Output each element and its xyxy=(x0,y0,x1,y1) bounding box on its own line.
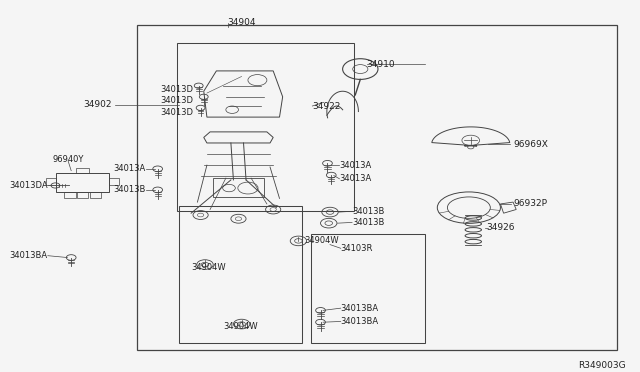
Bar xyxy=(179,206,301,343)
Text: 34103R: 34103R xyxy=(340,244,373,253)
Bar xyxy=(109,178,119,186)
Text: 34013BA: 34013BA xyxy=(340,317,379,326)
Bar xyxy=(177,43,354,211)
Text: 34904W: 34904W xyxy=(191,263,226,272)
Bar xyxy=(64,192,76,198)
Bar xyxy=(77,192,88,198)
Text: 34013A: 34013A xyxy=(339,174,372,183)
Text: 34926: 34926 xyxy=(486,224,515,232)
Bar xyxy=(90,192,101,198)
Text: 34902: 34902 xyxy=(84,100,112,109)
Text: 34904W: 34904W xyxy=(223,322,258,331)
Text: 34904: 34904 xyxy=(228,18,256,28)
Text: 34013B: 34013B xyxy=(352,207,385,216)
Text: 34904W: 34904W xyxy=(305,235,339,245)
Text: 34013D: 34013D xyxy=(160,96,193,105)
Text: 34013DA: 34013DA xyxy=(9,181,48,190)
Text: 96969X: 96969X xyxy=(513,140,548,148)
Bar xyxy=(46,178,56,186)
Text: 34922: 34922 xyxy=(312,102,340,110)
Text: 34013A: 34013A xyxy=(113,164,146,173)
Bar xyxy=(76,169,89,173)
Text: 34013BA: 34013BA xyxy=(10,251,48,260)
Text: 34910: 34910 xyxy=(367,60,396,69)
Text: 34013D: 34013D xyxy=(160,85,193,94)
Bar xyxy=(311,234,425,343)
Text: 34013B: 34013B xyxy=(113,185,146,194)
Text: 96932P: 96932P xyxy=(513,199,547,208)
Text: 34013BA: 34013BA xyxy=(340,304,379,312)
Text: 34013A: 34013A xyxy=(339,161,372,170)
Text: R349003G: R349003G xyxy=(578,361,625,370)
Bar xyxy=(56,173,109,192)
Text: 34013B: 34013B xyxy=(352,218,385,227)
Text: 96940Y: 96940Y xyxy=(52,155,84,164)
Bar xyxy=(213,178,264,196)
Bar xyxy=(138,25,617,350)
Text: 34013D: 34013D xyxy=(160,108,193,117)
